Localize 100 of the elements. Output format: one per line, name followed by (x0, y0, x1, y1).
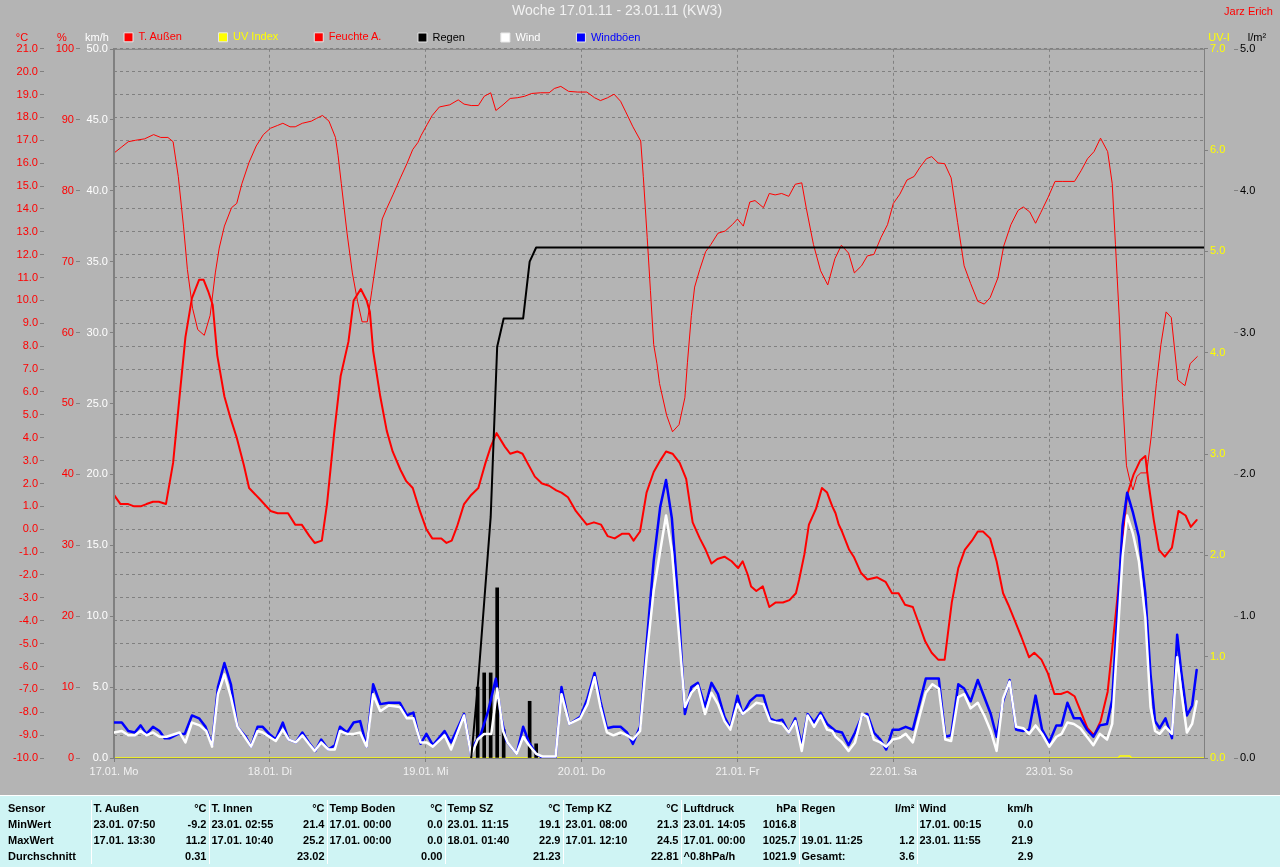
y2-tick-label: 30 (61, 538, 74, 551)
y-tick-label: 7.0 (22, 362, 38, 375)
y3-tick-label: 3.0 (1210, 447, 1226, 460)
y-tick-label: -6.0 (19, 659, 38, 672)
y3-tick-label: 7.0 (1210, 41, 1226, 54)
y2-tick-label: 90 (61, 112, 74, 125)
y-tick-label: 3.0 (22, 453, 38, 466)
text: Regen (799, 800, 875, 816)
text: 17.01. 00:00 (327, 816, 403, 832)
y-tick-label: 10.0 (16, 293, 38, 306)
y3-tick-label: 1.0 (1210, 649, 1226, 662)
y-axis-title: km/h (85, 31, 109, 44)
y-tick-label: 12.0 (16, 247, 38, 260)
y-tick-label: 50.0 (86, 42, 108, 55)
text: °C (429, 801, 444, 816)
text: km/h (1006, 801, 1034, 816)
legend-label: Feuchte A. (328, 30, 382, 43)
y-tick-label: 15.0 (16, 179, 38, 192)
text: 3.6 (898, 849, 916, 864)
y-tick-label: 9.0 (22, 316, 38, 329)
y3-axis-title: UV-I (1208, 30, 1230, 43)
text: 21.3 (656, 817, 680, 832)
text: 21.9 (1010, 833, 1034, 848)
text: MaxWert (7, 833, 55, 848)
text: 17.01. 12:10 (563, 832, 639, 848)
text: 23.01. 07:50 (91, 816, 167, 832)
text: 24.5 (656, 833, 680, 848)
y-tick-label: 13.0 (16, 224, 38, 237)
y-tick-label: 5.0 (22, 407, 38, 420)
y-tick-label: 20.0 (16, 64, 38, 77)
y-tick-label: 19.0 (16, 87, 38, 100)
text: 23.01. 02:55 (209, 816, 285, 832)
y2-tick-label: 80 (61, 183, 74, 196)
y2-tick-label: 10 (61, 680, 74, 693)
legend-label: Regen (432, 30, 465, 43)
y2-tick-label: 5.0 (1240, 42, 1256, 55)
text: 1016.8 (761, 817, 798, 832)
text: 17.01. 00:00 (681, 832, 757, 848)
y-tick-label: 5.0 (92, 680, 108, 693)
text: 1021.9 (761, 849, 798, 864)
y-tick-label: 18.0 (16, 110, 38, 123)
y-tick-label: 8.0 (22, 339, 38, 352)
y-tick-label: 10.0 (86, 609, 108, 622)
text: 21.4 (302, 817, 326, 832)
y2-tick-label: 3.0 (1240, 325, 1256, 338)
y2-tick-label: 0 (67, 751, 74, 764)
text: 18.01. 01:40 (445, 832, 521, 848)
text: 17.01. 00:15 (917, 816, 993, 832)
y2-tick-label: 60 (61, 325, 74, 338)
text: Temp KZ (563, 800, 639, 816)
text: 1025.7 (761, 833, 798, 848)
text: -9.2 (186, 817, 208, 832)
x-tick-label: 19.01. Mi (403, 764, 449, 777)
x-tick-label: 17.01. Mo (89, 764, 139, 777)
text: °C (311, 801, 326, 816)
y-tick-label: 35.0 (86, 254, 108, 267)
text: MinWert (7, 817, 53, 832)
legend-label: Wind (515, 30, 541, 43)
text: 17.01. 10:40 (209, 832, 285, 848)
y-tick-label: 11.0 (17, 270, 38, 283)
y-tick-label: -1.0 (19, 545, 38, 558)
text: 19.01. 11:25 (799, 832, 875, 848)
text: Temp SZ (445, 800, 521, 816)
text: hPa (775, 801, 798, 816)
text: Jarz Erich (1224, 5, 1273, 18)
y-tick-label: -10.0 (12, 751, 38, 764)
text: 17.01. 00:00 (327, 832, 403, 848)
text: 22.81 (649, 849, 680, 864)
y2-tick-label: 100 (55, 41, 74, 54)
text: 23.01. 14:05 (681, 816, 757, 832)
text: 23.01. 08:00 (563, 816, 639, 832)
y-tick-label: 1.0 (22, 499, 38, 512)
text: 0.00 (420, 849, 444, 864)
chart-title: Woche 17.01.11 - 23.01.11 (KW3) (511, 2, 723, 19)
y-axis-title: °C (15, 30, 29, 43)
text: 2.9 (1016, 849, 1034, 864)
y-tick-label: 14.0 (16, 201, 38, 214)
x-tick-label: 22.01. Sa (869, 764, 918, 777)
y-tick-label: -3.0 (19, 590, 38, 603)
legend-label: UV Index (233, 30, 279, 43)
text: 23.01. 11:15 (445, 816, 521, 832)
text: 23.02 (295, 849, 326, 864)
text: 23.01. 11:55 (917, 832, 993, 848)
y2-tick-label: 40 (61, 467, 74, 480)
y-tick-label: 25.0 (86, 396, 108, 409)
text: 21.23 (531, 849, 562, 864)
y-tick-label: -9.0 (19, 728, 38, 741)
text: 0.0 (426, 833, 444, 848)
text: 0.0 (1016, 817, 1034, 832)
y-tick-label: -8.0 (19, 705, 38, 718)
text: °C (193, 801, 208, 816)
y2-tick-label: 50 (61, 396, 74, 409)
text: 11.2 (184, 833, 208, 848)
y2-tick-label: 4.0 (1240, 183, 1256, 196)
y2-tick-label: 1.0 (1240, 609, 1256, 622)
y3-tick-label: 6.0 (1210, 143, 1226, 156)
text: l/m² (893, 801, 916, 816)
text: 0.31 (184, 849, 208, 864)
text: Sensor (7, 801, 47, 816)
y-tick-label: 17.0 (16, 133, 38, 146)
